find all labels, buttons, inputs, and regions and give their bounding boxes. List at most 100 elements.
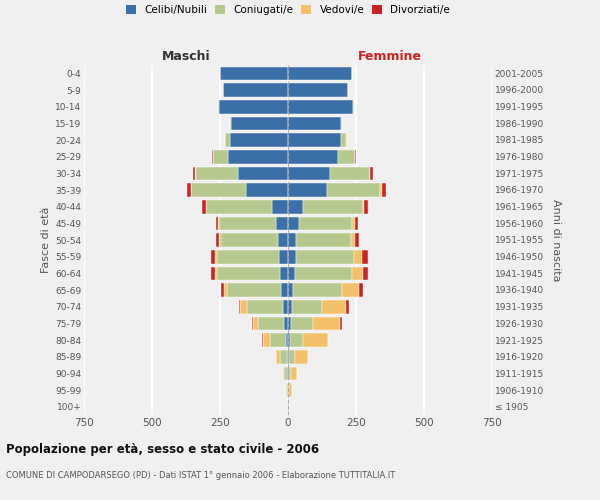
Bar — [363, 266, 368, 280]
Bar — [196, 166, 238, 180]
Bar — [280, 350, 287, 364]
Y-axis label: Anni di nascita: Anni di nascita — [551, 198, 560, 281]
Bar — [288, 266, 295, 280]
Bar — [355, 150, 356, 164]
Bar — [220, 66, 288, 80]
Bar — [288, 383, 289, 397]
Bar — [230, 133, 288, 147]
Bar — [364, 200, 368, 213]
Bar — [284, 316, 288, 330]
Bar — [288, 233, 296, 247]
Bar — [228, 150, 288, 164]
Bar — [359, 283, 363, 297]
Bar — [291, 366, 297, 380]
Bar — [287, 366, 288, 380]
Bar — [350, 233, 355, 247]
Bar — [299, 216, 352, 230]
Bar — [330, 166, 370, 180]
Bar — [288, 100, 353, 114]
Bar — [221, 283, 224, 297]
Bar — [241, 300, 247, 314]
Bar — [313, 316, 340, 330]
Bar — [220, 233, 278, 247]
Bar — [289, 366, 291, 380]
Bar — [276, 216, 288, 230]
Bar — [355, 233, 359, 247]
Bar — [293, 283, 343, 297]
Bar — [288, 133, 341, 147]
Bar — [191, 183, 246, 197]
Bar — [213, 150, 228, 164]
Legend: Celibi/Nubili, Coniugati/e, Vedovi/e, Divorziati/e: Celibi/Nubili, Coniugati/e, Vedovi/e, Di… — [126, 5, 450, 15]
Bar — [227, 283, 281, 297]
Bar — [281, 283, 288, 297]
Bar — [246, 183, 288, 197]
Bar — [216, 233, 218, 247]
Bar — [296, 233, 350, 247]
Bar — [290, 333, 303, 347]
Bar — [288, 83, 348, 97]
Bar — [239, 300, 241, 314]
Bar — [343, 283, 359, 297]
Bar — [352, 266, 363, 280]
Bar — [288, 250, 296, 264]
Bar — [215, 250, 217, 264]
Bar — [288, 200, 303, 213]
Bar — [288, 350, 289, 364]
Bar — [288, 166, 330, 180]
Bar — [346, 300, 349, 314]
Bar — [253, 316, 258, 330]
Bar — [288, 216, 299, 230]
Bar — [278, 233, 288, 247]
Bar — [287, 350, 288, 364]
Bar — [211, 250, 215, 264]
Bar — [218, 216, 276, 230]
Bar — [272, 200, 288, 213]
Bar — [217, 250, 279, 264]
Bar — [231, 116, 288, 130]
Bar — [288, 283, 293, 297]
Bar — [288, 316, 291, 330]
Bar — [380, 183, 382, 197]
Bar — [224, 283, 227, 297]
Text: Femmine: Femmine — [358, 50, 422, 62]
Bar — [382, 183, 386, 197]
Bar — [211, 266, 215, 280]
Y-axis label: Fasce di età: Fasce di età — [41, 207, 51, 273]
Bar — [193, 166, 195, 180]
Bar — [288, 183, 328, 197]
Bar — [288, 150, 338, 164]
Bar — [363, 200, 364, 213]
Bar — [288, 300, 292, 314]
Bar — [303, 333, 328, 347]
Bar — [295, 266, 352, 280]
Bar — [263, 333, 269, 347]
Bar — [269, 333, 286, 347]
Bar — [218, 100, 288, 114]
Bar — [187, 183, 191, 197]
Bar — [288, 116, 341, 130]
Bar — [370, 166, 373, 180]
Bar — [217, 266, 280, 280]
Bar — [292, 300, 322, 314]
Bar — [284, 366, 287, 380]
Bar — [328, 183, 380, 197]
Bar — [223, 83, 288, 97]
Bar — [218, 233, 220, 247]
Bar — [341, 133, 346, 147]
Text: Popolazione per età, sesso e stato civile - 2006: Popolazione per età, sesso e stato civil… — [6, 442, 319, 456]
Bar — [226, 133, 230, 147]
Bar — [322, 300, 346, 314]
Bar — [276, 350, 280, 364]
Bar — [289, 383, 292, 397]
Bar — [283, 300, 288, 314]
Bar — [215, 216, 218, 230]
Bar — [341, 116, 343, 130]
Bar — [303, 200, 363, 213]
Text: Maschi: Maschi — [161, 50, 211, 62]
Bar — [354, 250, 362, 264]
Bar — [279, 250, 288, 264]
Bar — [283, 366, 284, 380]
Bar — [362, 250, 368, 264]
Bar — [258, 316, 284, 330]
